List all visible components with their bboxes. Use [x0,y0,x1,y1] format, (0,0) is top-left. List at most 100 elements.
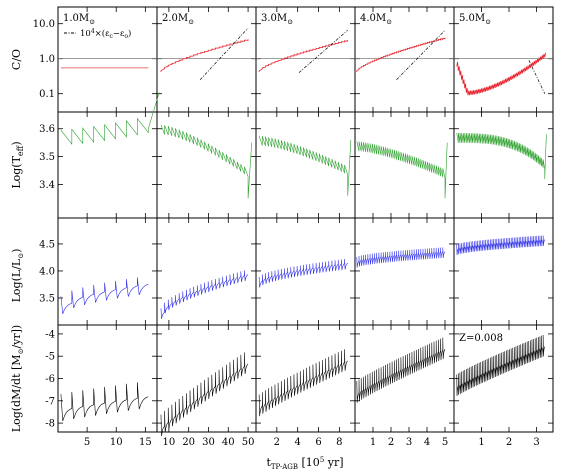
xlabel-tail: yr] [324,456,343,469]
eps-series-1 [199,27,249,81]
co-series-1 [160,39,249,72]
xtick-label-c2-1: 4 [294,437,300,448]
xtick-label-c4-0: 1 [478,437,484,448]
xtick-label-c1-2: 30 [202,437,215,448]
panel-frame-r2-c3 [354,217,455,326]
mass-label-sun-2: ⊙ [287,18,293,26]
ylabel-mdot-main: Log(dM/dt [M [10,354,23,432]
ytick-label-r2-1: 4.0 [39,266,55,277]
xtick-label-c2-3: 8 [336,437,342,448]
lum-series-1 [160,270,249,319]
mass-label-text-2: 3.0M [261,13,287,24]
xtick-label-c3-0: 1 [370,437,376,448]
xtick-label-c0-0: 5 [84,437,90,448]
panel-frame-r1-c4 [453,111,554,219]
ylabel-mdot-close: /yr]) [10,325,23,349]
mass-label-text-3: 4.0M [360,13,386,24]
lum-series-0 [60,277,149,314]
xtick-label-c1-1: 20 [182,437,195,448]
eps-series-4 [528,60,546,94]
ylabel-lum-main: Log(L/L [10,258,23,302]
ytick-label-r3-2: -6 [45,374,55,385]
mass-label-text-0: 1.0M [63,13,89,24]
teff-series-4 [456,133,547,179]
xtick-label-c0-2: 15 [139,437,152,448]
mdot-series-4 [456,335,546,397]
ytick-label-r0-0: 10.0 [33,19,55,30]
xtick-label-c3-2: 3 [406,437,412,448]
legend-eps-close: ) [128,28,131,39]
eps-series-2 [298,29,348,73]
teff-series-0 [60,92,160,145]
xtick-label-c2-2: 6 [315,437,321,448]
xtick-label-c3-4: 5 [442,437,448,448]
ylabel-teff-close: ) [10,141,23,145]
legend-eps-mid: −ε [113,29,125,39]
mass-label-text-4: 5.0M [459,13,485,24]
xlabel-exp: 5 [320,456,324,464]
legend-eps-base: 10 [80,29,91,39]
panel-frame-r2-c2 [255,217,356,326]
ytick-label-r1-2: 3.4 [39,180,55,191]
ytick-label-r0-1: 1.0 [39,54,55,65]
co-series-3 [356,37,446,72]
mass-label-sun-4: ⊙ [485,18,491,26]
xlabel-sub: TP-AGB [271,463,298,471]
ylabel-lum-close: ) [10,249,23,253]
mdot-series-0 [60,382,149,422]
xtick-label-c1-4: 50 [242,437,255,448]
mdot-series-3 [356,337,446,403]
ytick-label-r2-2: 3.5 [39,293,55,304]
xtick-label-c3-3: 4 [424,437,430,448]
ylabel-row-0: C/O [10,49,23,70]
ylabel-lum: Log(L/L⊙) [10,249,25,303]
mass-label-0: 1.0M⊙ [63,13,95,26]
legend-eps-exp: 4 [91,28,95,35]
panel-frame-r1-c2 [255,111,356,219]
legend-eps-text: 104×(εc−εo) [80,28,131,40]
ytick-label-r3-1: -5 [45,352,55,363]
labels-group: 10.0 1.0 0.1 3.6 3.5 3.4 4.5 4.0 3.5 -4 -5 -6 -7 -8 5 1… [10,13,540,471]
mdot-series-2 [258,349,348,417]
co-series-2 [258,40,349,72]
mass-label-4: 5.0M⊙ [459,13,491,26]
mdot-series-1 [160,352,249,437]
panel-frame-r1-c3 [354,111,455,219]
x-axis-label: tTP-AGB [105 yr] [266,456,343,471]
series-group [58,27,553,437]
mass-label-2: 3.0M⊙ [261,13,293,26]
xtick-label-c1-0: 10 [163,437,176,448]
legend-eps-sub2: o [124,33,128,40]
ylabel-lum-sun: ⊙ [17,253,25,259]
ytick-label-r3-4: -8 [45,419,55,430]
co-series-4 [456,52,546,96]
panel-frame-r3-c2 [255,324,356,433]
ylabel-mdot: Log(dM/dt [M⊙/yr]) [10,325,25,432]
ytick-label-r0-2: 0.1 [39,89,55,100]
xtick-label-c4-2: 3 [533,437,539,448]
ylabel-mdot-sun: ⊙ [17,348,25,354]
lum-series-3 [356,247,446,268]
ytick-label-r1-0: 3.6 [39,124,55,135]
eps-series-3 [396,30,446,81]
panel-frame-r2-c4 [453,217,554,326]
mass-label-3: 4.0M⊙ [360,13,392,26]
ytick-label-r2-0: 4.5 [39,239,55,250]
ylabel-teff-main: Log(T [10,155,23,188]
mass-label-sun-3: ⊙ [386,18,392,26]
teff-series-2 [258,135,352,196]
xtick-label-c2-0: 2 [274,437,280,448]
ylabel-row-1: Log(Teff) [10,141,25,188]
ytick-label-r1-1: 3.5 [39,152,55,163]
mass-label-text-1: 2.0M [162,13,188,24]
ytick-label-r3-3: -7 [45,396,55,407]
xlabel-units: [10 [298,456,320,469]
ylabel-row-3: Log(dM/dt [M⊙/yr]) [10,325,25,432]
panel-frame-r1-c0 [57,111,158,219]
mass-label-sun-1: ⊙ [188,18,194,26]
ylabel-row-2: Log(L/L⊙) [10,249,25,303]
legend-eps-sub1: c [110,33,114,40]
ylabel-co: C/O [10,49,23,70]
xtick-label-c1-3: 40 [222,437,235,448]
